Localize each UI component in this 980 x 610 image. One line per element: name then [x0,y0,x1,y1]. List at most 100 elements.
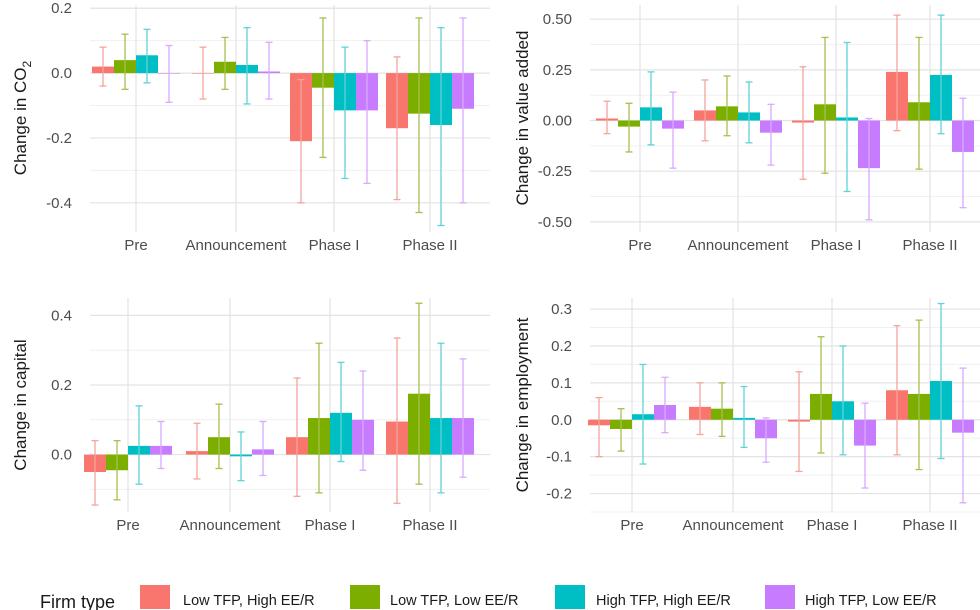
y-axis-title: Change in capital [11,339,30,470]
x-tick-label: Phase I [305,517,356,534]
legend-swatch-3 [765,585,795,609]
errorbar-2-0 [639,363,647,465]
x-tick-label: Phase I [807,517,858,534]
x-tick-label: Phase I [309,237,360,254]
errorbar-1-2 [817,336,825,454]
legend-label-3: High TFP, Low EE/R [805,593,937,609]
y-axis-title-text: Change in capital [11,339,30,470]
x-tick-label: Announcement [688,237,790,254]
y-axis-title: Change in employment [513,317,532,492]
x-tick-label: Phase II [402,237,457,254]
panel-capital: 0.0 0.2 0.4 Pre Announcement Phase I Phase II C… [11,298,490,534]
errorbar-1-2 [821,36,829,174]
errorbar-1-0 [121,33,129,90]
errorbar-3-2 [363,40,371,185]
x-tick-label: Announcement [180,517,282,534]
errorbar-2-1 [745,81,753,144]
errorbar-2-1 [243,27,251,105]
y-axis-title: Change in value added [513,31,532,206]
panel-value-added: -0.50 -0.25 0.00 0.25 0.50 Pre Announcement Pha… [513,5,980,254]
y-tick-label: 0.0 [51,447,72,464]
errorbar-2-2 [843,41,851,193]
y-axis-title-subscript: 2 [20,60,34,67]
errorbar-3-1 [259,420,267,477]
y-axis-title-text: Change in value added [513,31,532,206]
y-tick-label: 0.0 [51,65,72,82]
errorbar-1-2 [319,17,327,159]
errorbar-0-2 [297,78,305,204]
errorbar-1-1 [718,382,726,438]
errorbar-1-0 [113,440,121,501]
legend-swatch-2 [555,585,585,609]
errorbar-0-0 [99,46,107,87]
y-axis-title-text: Change in employment [513,317,532,492]
panel-co2: -0.4 -0.2 0.0 0.2 Pre Announcement Phase I Phas… [11,0,490,254]
errorbar-0-2 [293,377,301,497]
errorbar-0-1 [199,46,207,100]
y-tick-label: 0.4 [51,307,72,324]
x-tick-label: Pre [620,517,643,534]
errorbar-2-2 [341,46,349,180]
errorbar-2-0 [135,405,143,485]
errorbar-2-3 [437,342,445,494]
legend-title: Firm type [40,592,115,610]
y-tick-label: -0.4 [46,195,72,212]
errorbar-2-1 [740,385,748,449]
errorbar-3-3 [959,97,967,209]
y-tick-label: 0.00 [543,113,572,130]
y-tick-label: 0.2 [51,0,72,17]
errorbar-3-1 [762,417,770,463]
errorbar-3-3 [959,367,967,504]
errorbar-3-0 [661,376,669,434]
errorbar-3-2 [359,370,367,471]
errorbar-1-1 [221,36,229,90]
x-tick-label: Phase II [902,517,957,534]
errorbar-1-3 [915,36,923,170]
errorbar-0-0 [91,440,99,506]
y-axis-title: Change in CO2 [11,60,34,175]
errorbar-3-2 [865,117,873,221]
y-tick-label: -0.2 [46,130,72,147]
errorbar-2-3 [437,27,445,227]
x-tick-label: Pre [124,237,147,254]
errorbar-3-0 [165,44,173,103]
y-tick-label: 0.50 [543,11,572,28]
panel-employment: -0.2 -0.1 0.0 0.1 0.2 0.3 Pre Announcement Phase… [513,298,980,534]
y-tick-label: 0.0 [551,412,572,429]
errorbar-1-0 [625,102,633,153]
y-tick-label: 0.2 [51,377,72,394]
errorbar-0-3 [393,337,401,504]
errorbar-0-3 [893,14,901,132]
x-tick-label: Phase II [402,517,457,534]
errorbar-3-3 [459,358,467,478]
errorbar-2-2 [337,361,345,463]
errorbar-1-1 [215,403,223,470]
errorbar-3-1 [767,103,775,166]
legend-label-2: High TFP, High EE/R [596,593,731,609]
legend-swatch-1 [350,585,380,609]
errorbar-3-3 [459,17,467,204]
errorbar-1-1 [723,75,731,137]
errorbar-1-0 [617,408,625,452]
errorbar-2-0 [647,71,655,146]
errorbar-0-0 [595,396,603,458]
x-tick-label: Phase I [811,237,862,254]
y-tick-label: 0.1 [551,375,572,392]
errorbar-0-0 [603,100,611,135]
y-tick-label: 0.25 [543,62,572,79]
y-tick-label: 0.2 [551,338,572,355]
errorbar-0-1 [701,79,709,142]
errorbar-3-1 [265,41,273,100]
errorbar-3-0 [157,420,165,470]
y-axis-title-text: Change in CO [11,67,30,175]
x-tick-label: Announcement [186,237,288,254]
errorbar-2-3 [937,14,945,135]
y-tick-label: -0.25 [538,163,572,180]
errorbar-0-2 [799,66,807,180]
errorbar-3-0 [669,91,677,169]
x-tick-label: Announcement [683,517,785,534]
errorbar-0-1 [696,382,704,436]
x-tick-label: Pre [116,517,139,534]
errorbar-2-3 [937,302,945,460]
